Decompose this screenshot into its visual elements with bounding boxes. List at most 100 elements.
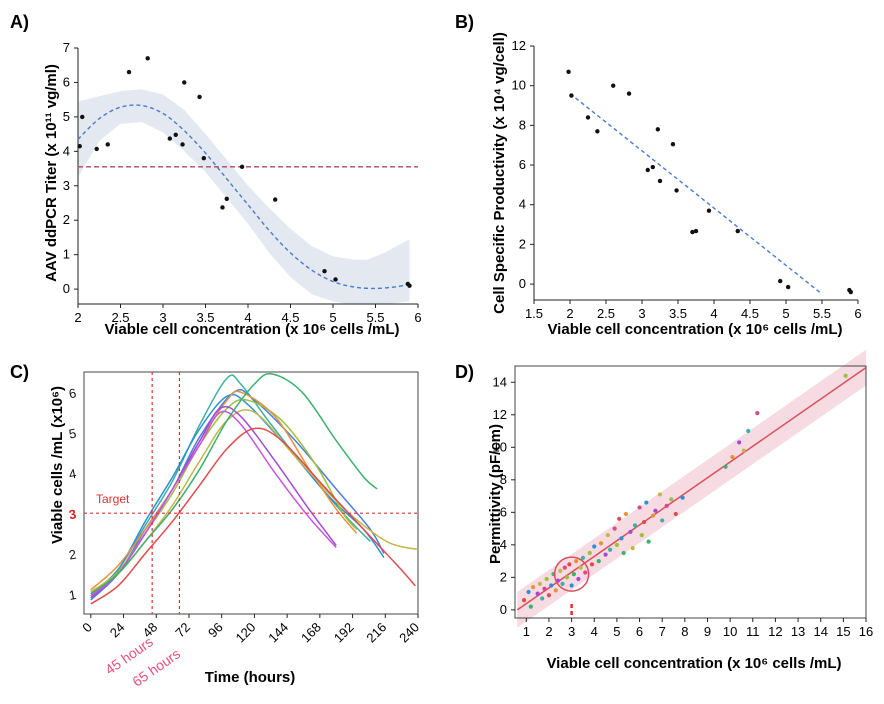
panel-a-plot-area: 2 2.5 3 3.5 4 4.5 5 5.5 6 0 1 2 3 4 5 6 7 — [63, 40, 422, 325]
panel-d-data-point — [574, 558, 579, 564]
panel-d-data-point — [617, 516, 622, 521]
panel-c-y-tick-label: 4 — [68, 466, 78, 482]
panel-a-y-axis-title: AAV ddPCR Titer (x 10¹¹ vg/ml) — [43, 64, 60, 282]
panel-d-data-point — [528, 604, 533, 609]
panel-a-y-tick-label: 4 — [63, 143, 70, 158]
panel-d-data-point — [680, 495, 685, 500]
panel-b-x-axis-title: Viable cell concentration (x 10⁶ cells /… — [547, 321, 842, 338]
panel-c-x-tick-label: 24 — [107, 620, 128, 641]
panel-a-data-point — [333, 277, 338, 282]
panel-d-data-point — [632, 523, 638, 528]
panel-a-data-point — [77, 143, 82, 149]
panel-d-data-point — [612, 526, 617, 531]
panel-d-data-point — [569, 583, 574, 588]
panel-a-data-point — [407, 283, 412, 288]
panel-b-x-tick-label: 1.5 — [525, 306, 543, 321]
panel-a-data-point — [180, 142, 185, 147]
panel-d-x-tick-label: 14 — [813, 624, 827, 639]
panel-d-data-point — [521, 598, 527, 603]
panel-a-data-point — [182, 80, 187, 85]
panel-c-x-tick-label: 144 — [265, 620, 291, 646]
panel-c-y-tick-label: 6 — [68, 385, 78, 401]
panel-b-data-point — [569, 93, 574, 98]
panel-d-data-point — [560, 581, 565, 586]
panel-d-x-tick-label: 6 — [636, 624, 643, 639]
panel-a-x-tick-label: 2 — [74, 310, 81, 325]
panel-c-series-line — [90, 398, 358, 593]
panel-d-data-point — [646, 539, 651, 544]
panel-b: B) 1.5 2 2.5 3 3.5 4 4.5 5 5.5 6 0 2 4 6 8 10 12 Viable … — [455, 12, 862, 338]
panel-c-x-tick-label: 240 — [396, 620, 422, 646]
panel-b-y-tick-label: 2 — [519, 236, 526, 251]
panel-b-y-tick-label: 10 — [512, 78, 526, 93]
panel-a-x-tick-label: 3.5 — [196, 310, 214, 325]
panel-a-data-point — [126, 69, 132, 75]
panel-b-x-tick-label: 3.5 — [669, 306, 687, 321]
panel-b-x-tick-label: 2 — [566, 306, 573, 321]
panel-a-data-point — [145, 56, 150, 61]
panel-a-label: A) — [10, 12, 29, 32]
panel-b-data-point — [585, 115, 591, 120]
panel-d-x-axis-title: Viable cell concentration (x 10⁶ cells /… — [546, 655, 841, 672]
panel-b-data-point — [706, 208, 712, 213]
panel-d-data-point — [544, 576, 549, 582]
panel-d-x-tick-label: 3 — [568, 624, 575, 639]
panel-d-data-point — [562, 565, 567, 570]
panel-a-x-tick-label: 4.5 — [281, 310, 299, 325]
panel-c-x-tick-label: 192 — [331, 620, 357, 646]
panel-d-data-point — [576, 576, 581, 582]
panel-d-x-tick-label: 8 — [681, 624, 688, 639]
panel-a-y-tick-label: 6 — [63, 74, 70, 89]
panel-a-x-tick-label: 3 — [159, 310, 166, 325]
panel-d-data-point — [723, 464, 728, 469]
panel-a-data-point — [273, 197, 278, 202]
panel-d-data-point — [653, 508, 658, 513]
panel-d-data-point — [669, 497, 674, 502]
panel-c-target-label: Target — [96, 492, 130, 506]
panel-d-data-point — [583, 570, 588, 575]
panel-d-x-tick-label: 10 — [723, 624, 737, 639]
panel-a-y-tick-label: 3 — [63, 178, 70, 193]
panel-a-y-tick-label: 2 — [63, 212, 70, 227]
panel-c-y-tick-label: 2 — [68, 547, 78, 563]
panel-b-x-tick-label: 4.5 — [741, 306, 759, 321]
panel-d-data-point — [567, 562, 572, 567]
panel-d-data-point — [746, 428, 751, 434]
panel-d-data-point — [589, 562, 595, 567]
panel-a-data-point — [224, 196, 229, 202]
panel-a-y-tick-label: 0 — [63, 281, 70, 296]
panel-c-y-tick-label: 1 — [68, 587, 78, 603]
panel-d-data-point — [639, 532, 644, 538]
panel-a-data-point — [105, 142, 110, 147]
panel-d-data-point — [755, 411, 760, 416]
panel-d-x-tick-label: 5 — [613, 624, 620, 639]
panel-a-data-point — [94, 146, 99, 152]
panel-d-plot-frame — [514, 365, 867, 619]
panel-d-data-point — [614, 542, 620, 547]
panel-a-x-tick-label: 6 — [414, 310, 421, 325]
panel-d-data-point — [592, 544, 597, 549]
panel-d-data-point — [641, 519, 647, 525]
panel-d-y-tick-label: 6 — [500, 504, 507, 519]
panel-a-data-point — [173, 132, 178, 137]
panel-b-data-point — [690, 229, 695, 235]
panel-c-x-tick-label: 168 — [298, 620, 324, 646]
panel-a-x-axis-title: Viable cell concentration (x 10⁶ cells /… — [104, 321, 399, 338]
panel-d-data-point — [628, 529, 633, 534]
panel-d-data-point — [644, 500, 649, 505]
panel-c-plot-area: 0 24 48 72 96 120 144 168 192 216 240123456Target4… — [68, 371, 422, 690]
panel-d-x-tick-label: 9 — [704, 624, 711, 639]
panel-d-x-tick-label: 7 — [659, 624, 666, 639]
panel-b-y-tick-label: 0 — [519, 276, 526, 291]
panel-d-y-tick-label: 8 — [500, 472, 507, 487]
panel-c-label: C) — [10, 362, 29, 382]
panel-d-data-point — [542, 586, 547, 591]
panel-d-x-tick-label: 4 — [591, 624, 598, 639]
panel-d-y-tick-label: 2 — [500, 569, 507, 584]
panel-a-data-point — [201, 156, 206, 161]
panel-c-target-tick-label: 3 — [68, 506, 78, 522]
panel-b-x-tick-label: 2.5 — [597, 306, 615, 321]
panel-d-x-tick-label: 15 — [836, 624, 850, 639]
panel-d-data-point — [843, 373, 848, 378]
panel-d-x-tick-label: 16 — [859, 624, 873, 639]
